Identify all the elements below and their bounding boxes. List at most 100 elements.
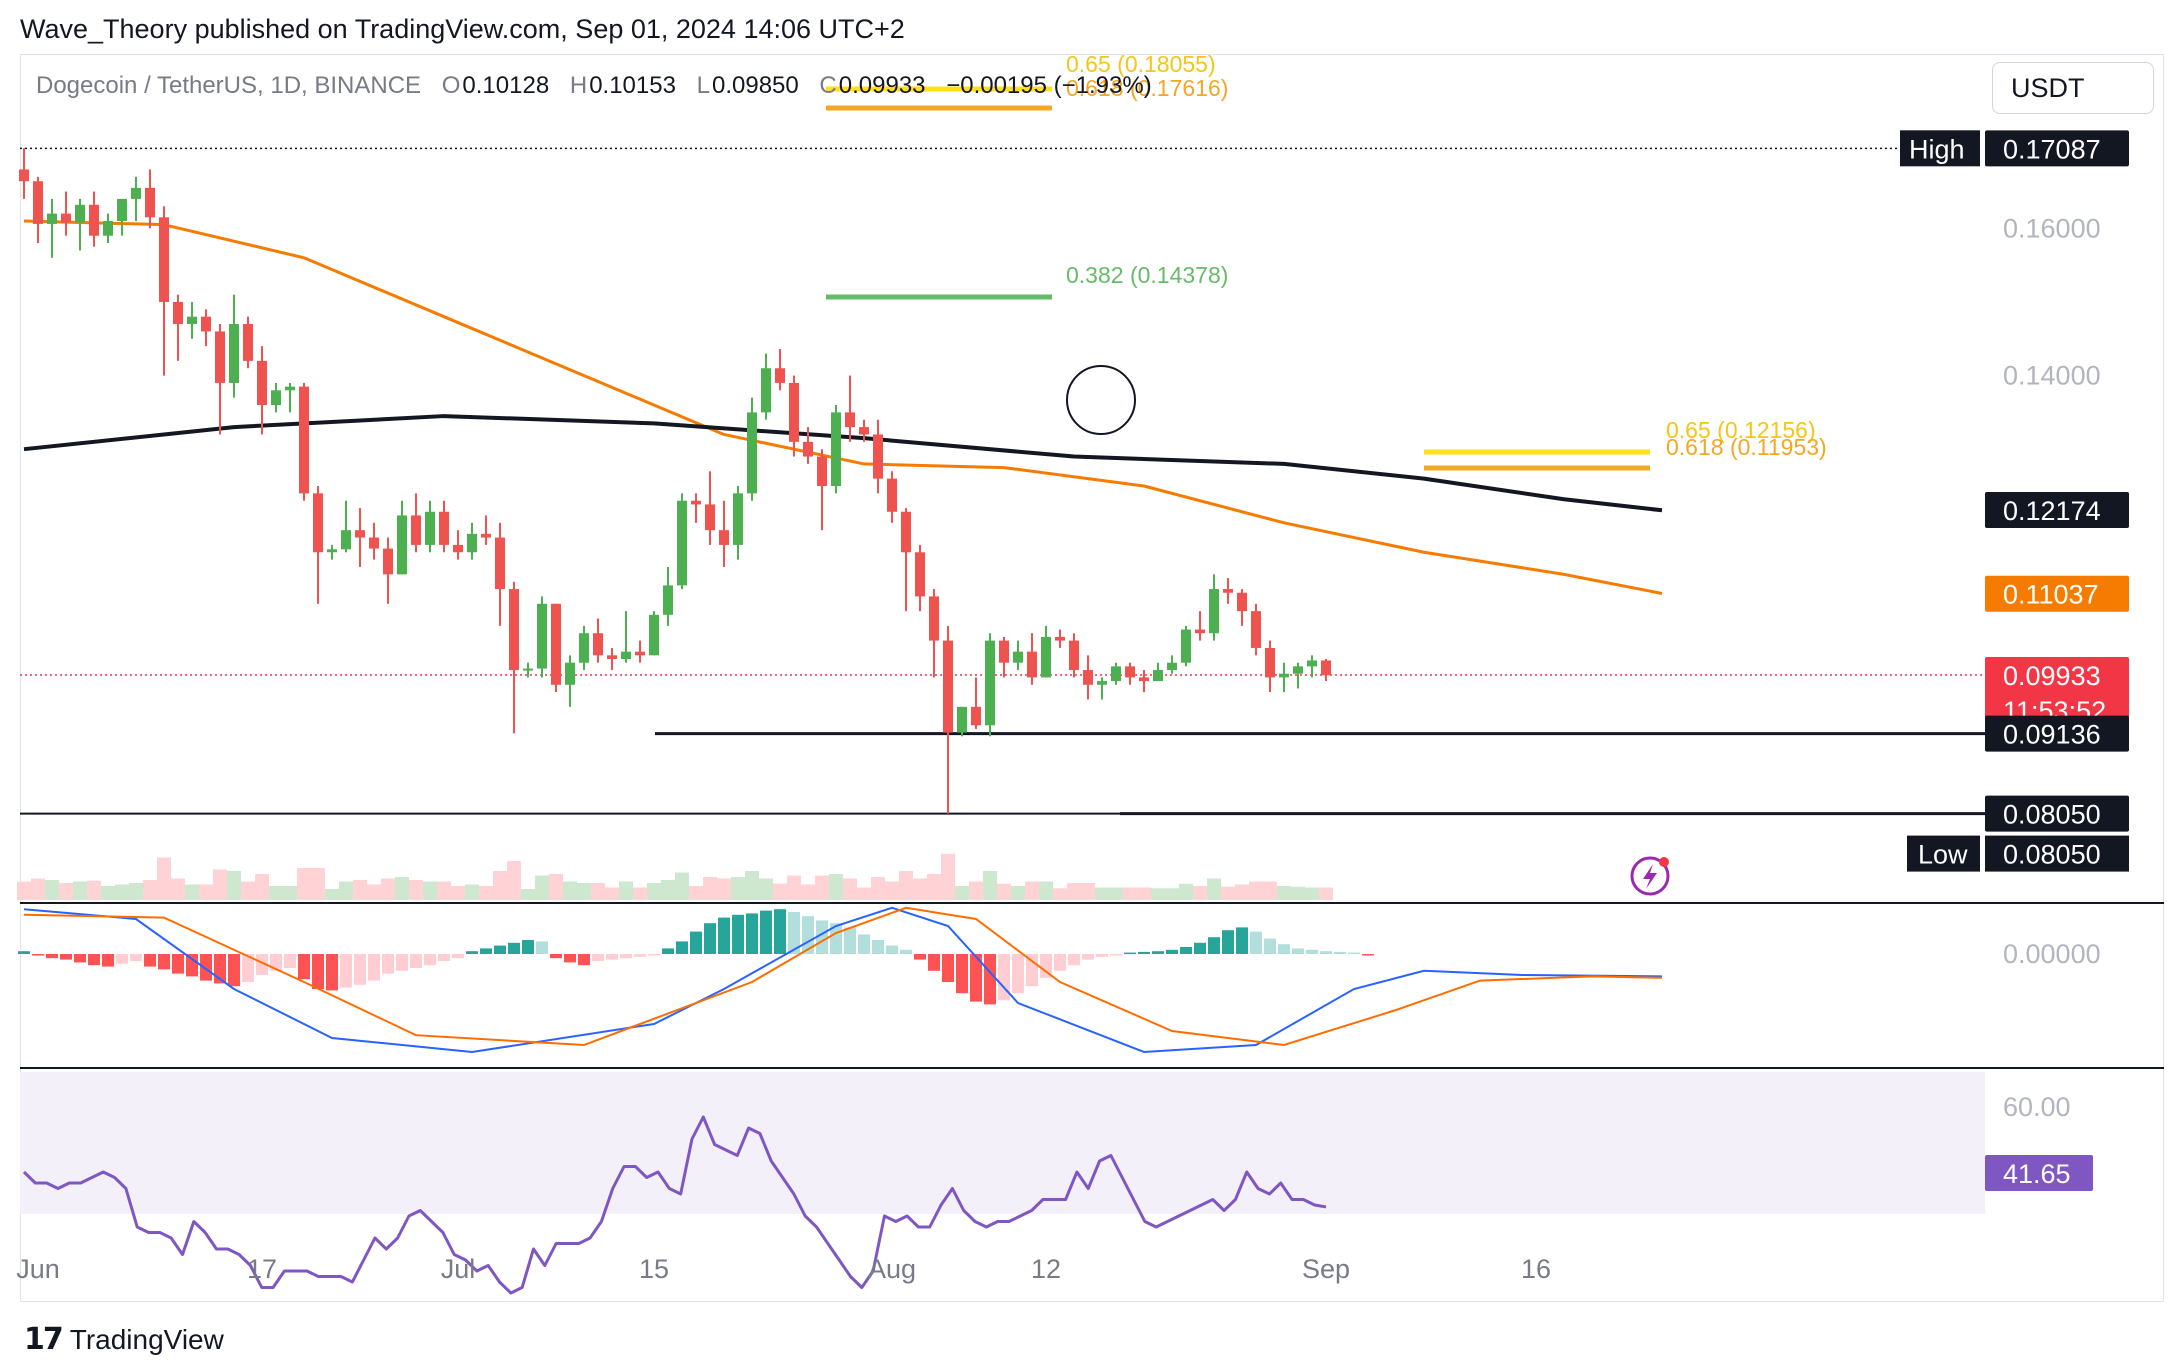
support1-value-text: 0.09136 [2003,720,2101,750]
macd-histogram-bar [550,954,562,959]
price-labels-layer: High 0.170870.121740.110370.0993311:53:52… [1900,130,2129,1191]
volume-bar [465,884,479,900]
volume-bar [1095,887,1109,900]
volume-bar [423,881,437,900]
macd-histogram-bar [1096,954,1108,957]
macd-histogram-bar [1278,944,1290,954]
macd-histogram-bar [900,949,912,954]
volume-bar [1277,886,1291,900]
macd-histogram-bar [578,954,590,966]
volume-bar [1081,883,1095,900]
x-axis-tick: Jun [16,1254,60,1284]
macd-histogram-bar [648,954,660,956]
high-value: 0.10153 [589,72,676,99]
volume-bar [353,880,367,900]
candle-body [901,511,911,553]
volume-bar [969,881,983,900]
volume-bar [101,886,115,900]
volume-bar [143,880,157,900]
macd-histogram-bar [88,954,100,966]
volume-bar [759,878,773,900]
candle-body [453,544,463,553]
macd-histogram-bar [256,954,268,975]
volume-bar [549,874,563,900]
macd-histogram-bar [130,954,142,961]
candle-body [495,537,505,590]
candle-body [705,504,715,531]
candle-body [663,585,673,615]
candle-body [439,511,449,545]
volume-bar [1109,887,1123,900]
lightning-icon[interactable] [1630,856,1670,896]
candle-body [33,181,43,224]
volume-bar [927,874,941,900]
volume-bar [1053,888,1067,900]
macd-histogram-bar [508,942,520,954]
candle-body [61,213,71,223]
volume-bar [619,881,633,900]
macd-histogram-bar [298,954,310,980]
candle-body [1055,636,1065,641]
volume-bar [381,878,395,900]
candle-body [1111,666,1121,682]
macd-histogram-bar [1264,938,1276,954]
rsi-band [20,1072,1985,1214]
x-axis-tick: Aug [868,1254,916,1284]
macd-histogram-bar [746,913,758,954]
low-value-bg [1985,835,2129,872]
candle-body [103,220,113,236]
candle-body [145,187,155,218]
macd-histogram-bar [284,954,296,968]
volume-bar [1123,887,1137,900]
macd-histogram-bar [662,948,674,954]
volume-layer [17,853,1333,900]
candle-body [565,662,575,685]
volume-bar [17,881,31,900]
close-key: C [819,72,837,99]
volume-bar [577,883,591,900]
volume-bar [745,871,759,900]
macd-histogram-bar [1362,954,1374,956]
volume-bar [1039,881,1053,900]
macd-histogram-bar [788,912,800,954]
support1-value-bg [1985,715,2129,752]
candles-layer [19,148,1331,814]
candle-body [887,478,897,512]
x-axis-tick: 17 [247,1254,277,1284]
volume-bar [633,887,647,900]
candle-body [859,427,869,435]
candle-body [971,706,981,726]
volume-bar [913,878,927,900]
annotation-circle [1066,365,1136,435]
candle-body [523,668,533,671]
volume-bar [367,884,381,900]
macd-histogram-bar [438,954,450,961]
open-key: O [441,72,461,99]
candle-body [313,493,323,553]
fib-0382-label: 0.382 (0.14378) [1066,262,1228,288]
macd-histogram-bar [760,910,772,954]
change-value: −0.00195 (−1.93%) [946,72,1152,99]
macd-histogram-bar [340,954,352,988]
macd-histogram-bar [816,920,828,954]
macd-histogram-bar [32,954,44,956]
volume-bar [157,857,171,900]
macd-histogram-bar [186,954,198,977]
volume-bar [59,883,73,900]
volume-bar [801,884,815,900]
candle-body [845,412,855,428]
open-value: 0.10128 [462,72,550,99]
volume-bar [45,880,59,900]
candle-body [1013,651,1023,663]
macd-histogram-bar [998,954,1010,1001]
candle-body [1139,677,1149,682]
candle-body [1293,666,1303,674]
candle-body [537,603,547,669]
candle-body [789,382,799,442]
currency-button[interactable]: USDT [1992,62,2154,114]
tradingview-logo[interactable]: 𝟭𝟳 TradingView [24,1322,224,1357]
symbol-label[interactable]: Dogecoin / TetherUS, 1D, BINANCE [36,72,422,99]
macd-histogram-bar [1152,951,1164,954]
fib-layer: 0.382 (0.14378) 0.65 (0.18055)0.618 (0.17… [826,51,1827,471]
